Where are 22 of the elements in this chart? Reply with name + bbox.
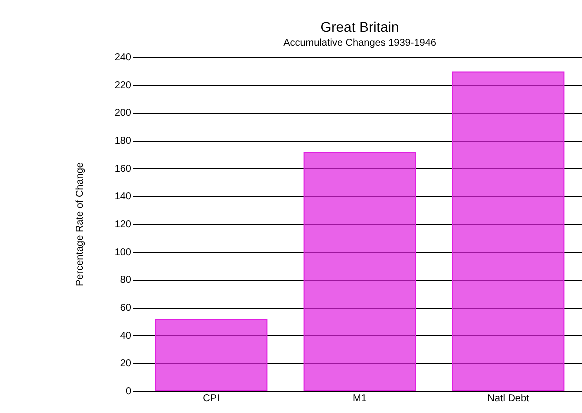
x-tick-label: M1 — [353, 394, 368, 404]
bar — [304, 152, 416, 392]
bar — [452, 72, 565, 392]
y-tick-label: 140 — [114, 192, 132, 203]
y-tick-label: 160 — [114, 164, 132, 175]
y-tick-label: 60 — [120, 303, 132, 314]
x-tick-label: Natl Debt — [488, 394, 530, 404]
y-tick-label: 200 — [114, 108, 132, 120]
y-tick-label: 180 — [114, 136, 132, 147]
chart-subtitle: Accumulative Changes 1939-1946 — [284, 38, 437, 49]
y-tick-label: 120 — [114, 220, 132, 230]
y-tick-label: 80 — [120, 275, 132, 286]
y-tick-label: 220 — [114, 80, 132, 92]
y-tick-label: 40 — [120, 330, 132, 342]
y-tick-label: 240 — [114, 52, 132, 64]
x-tick-label: CPI — [203, 394, 220, 404]
y-tick-label: 100 — [114, 247, 132, 258]
y-axis-title: Percentage Rate of Change — [74, 162, 86, 286]
y-tick-label: 0 — [126, 386, 132, 398]
bar — [155, 320, 268, 392]
y-tick-label: 20 — [120, 358, 132, 370]
chart-title: Great Britain — [320, 19, 400, 35]
